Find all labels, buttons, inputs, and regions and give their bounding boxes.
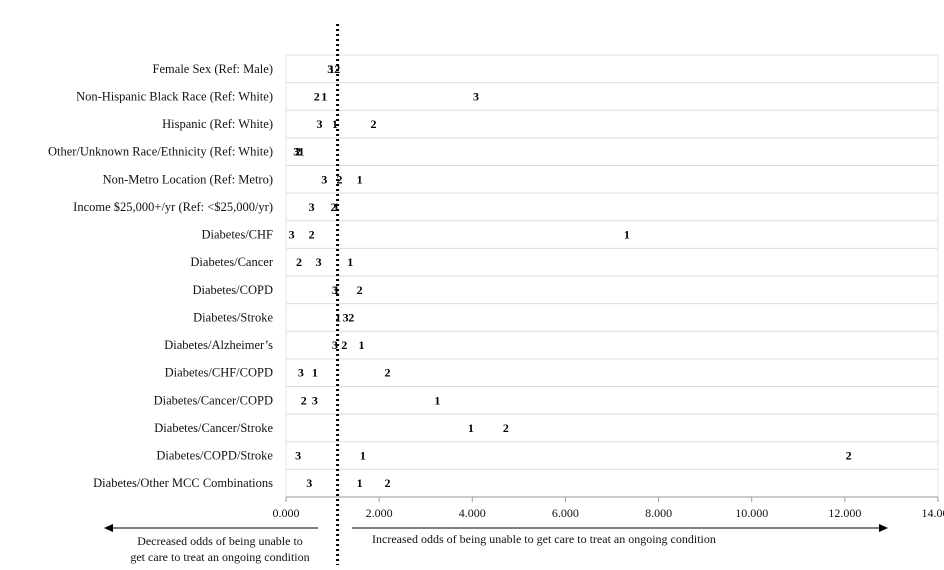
category-label: Diabetes/CHF bbox=[201, 228, 273, 242]
marker-1: 1 bbox=[357, 476, 363, 490]
marker-3: 3 bbox=[295, 449, 301, 463]
marker-1: 1 bbox=[360, 449, 366, 463]
marker-2: 2 bbox=[295, 145, 301, 159]
x-tick-label: 6.000 bbox=[552, 506, 579, 520]
marker-1: 1 bbox=[298, 145, 304, 159]
marker-1: 1 bbox=[332, 117, 338, 131]
x-tick-label: 12.000 bbox=[828, 506, 861, 520]
marker-3: 3 bbox=[298, 366, 304, 380]
marker-3: 3 bbox=[327, 62, 333, 76]
x-tick-label: 8.000 bbox=[645, 506, 672, 520]
marker-2: 2 bbox=[296, 255, 302, 269]
category-label: Diabetes/Cancer bbox=[190, 255, 273, 269]
category-label: Diabetes/Cancer/COPD bbox=[154, 393, 273, 407]
x-tick-labels: 0.000 2.000 4.000 6.000 8.000 10.000 12.000 14.… bbox=[273, 497, 944, 520]
marker-2: 2 bbox=[385, 366, 391, 380]
marker-1: 1 bbox=[335, 310, 341, 324]
marker-2: 2 bbox=[309, 228, 315, 242]
marker-2: 2 bbox=[301, 393, 307, 407]
marker-3: 3 bbox=[316, 255, 322, 269]
marker-1: 1 bbox=[358, 338, 364, 352]
right-annotation: Increased odds of being unable to get ca… bbox=[372, 532, 716, 546]
category-label: Diabetes/Alzheimer’s bbox=[164, 338, 273, 352]
category-label: Other/Unknown Race/Ethnicity (Ref: White… bbox=[48, 145, 273, 159]
category-label: Diabetes/COPD bbox=[192, 283, 273, 297]
marker-2: 2 bbox=[348, 310, 354, 324]
marker-3: 3 bbox=[293, 145, 299, 159]
left-annotation-line-2: get care to treat an ongoing condition bbox=[130, 550, 309, 564]
marker-2: 2 bbox=[337, 172, 343, 186]
marker-1: 1 bbox=[434, 393, 440, 407]
x-tick-label: 10.000 bbox=[735, 506, 768, 520]
x-tick-label: 0.000 bbox=[273, 506, 300, 520]
category-label: Diabetes/Stroke bbox=[193, 310, 273, 324]
marker-1: 1 bbox=[312, 366, 318, 380]
marker-2: 2 bbox=[334, 62, 340, 76]
marker-2: 2 bbox=[357, 283, 363, 297]
marker-3: 3 bbox=[332, 283, 338, 297]
marker-2: 2 bbox=[385, 476, 391, 490]
marker-2: 2 bbox=[846, 449, 852, 463]
marker-3: 3 bbox=[306, 476, 312, 490]
marker-1: 1 bbox=[624, 228, 630, 242]
category-label: Diabetes/CHF/COPD bbox=[165, 366, 273, 380]
marker-1: 1 bbox=[347, 255, 353, 269]
left-annotation-line-1: Decreased odds of being unable to bbox=[137, 534, 303, 548]
marker-3: 3 bbox=[343, 310, 349, 324]
marker-1: 1 bbox=[333, 283, 339, 297]
category-label: Diabetes/Other MCC Combinations bbox=[93, 476, 273, 490]
marker-2: 2 bbox=[503, 421, 509, 435]
marker-3: 3 bbox=[332, 338, 338, 352]
increased-odds-annotation: Increased odds of being unable to get ca… bbox=[352, 524, 888, 546]
category-label: Non-Metro Location (Ref: Metro) bbox=[103, 172, 273, 186]
marker-2: 2 bbox=[341, 338, 347, 352]
marker-2: 2 bbox=[371, 117, 377, 131]
marker-3: 3 bbox=[312, 393, 318, 407]
category-label: Diabetes/Cancer/Stroke bbox=[154, 421, 273, 435]
right-arrow-head bbox=[879, 524, 888, 532]
marker-1: 1 bbox=[321, 89, 327, 103]
category-label: Hispanic (Ref: White) bbox=[162, 117, 273, 131]
marker-3: 3 bbox=[289, 228, 295, 242]
category-label: Non-Hispanic Black Race (Ref: White) bbox=[76, 89, 273, 103]
category-label: Female Sex (Ref: Male) bbox=[153, 62, 273, 76]
data-markers: 1111111111111111222222222222222233333333… bbox=[289, 62, 852, 490]
x-tick-label: 14.000 bbox=[922, 506, 944, 520]
marker-3: 3 bbox=[309, 200, 315, 214]
marker-1: 1 bbox=[468, 421, 474, 435]
marker-1: 1 bbox=[333, 200, 339, 214]
category-label: Income $25,000+/yr (Ref: <$25,000/yr) bbox=[73, 200, 273, 214]
marker-2: 2 bbox=[331, 200, 337, 214]
marker-3: 3 bbox=[317, 117, 323, 131]
gridlines bbox=[286, 82, 938, 470]
category-label: Diabetes/COPD/Stroke bbox=[156, 449, 273, 463]
left-arrow-head bbox=[104, 524, 113, 532]
category-labels: Female Sex (Ref: Male) Non-Hispanic Black… bbox=[48, 62, 274, 490]
marker-3: 3 bbox=[473, 89, 479, 103]
x-tick-label: 4.000 bbox=[459, 506, 486, 520]
x-tick-label: 2.000 bbox=[366, 506, 393, 520]
marker-1: 1 bbox=[357, 172, 363, 186]
decreased-odds-annotation: Decreased odds of being unable to get ca… bbox=[104, 524, 318, 564]
marker-3: 3 bbox=[321, 172, 327, 186]
marker-2: 2 bbox=[314, 89, 320, 103]
marker-1: 1 bbox=[329, 62, 335, 76]
